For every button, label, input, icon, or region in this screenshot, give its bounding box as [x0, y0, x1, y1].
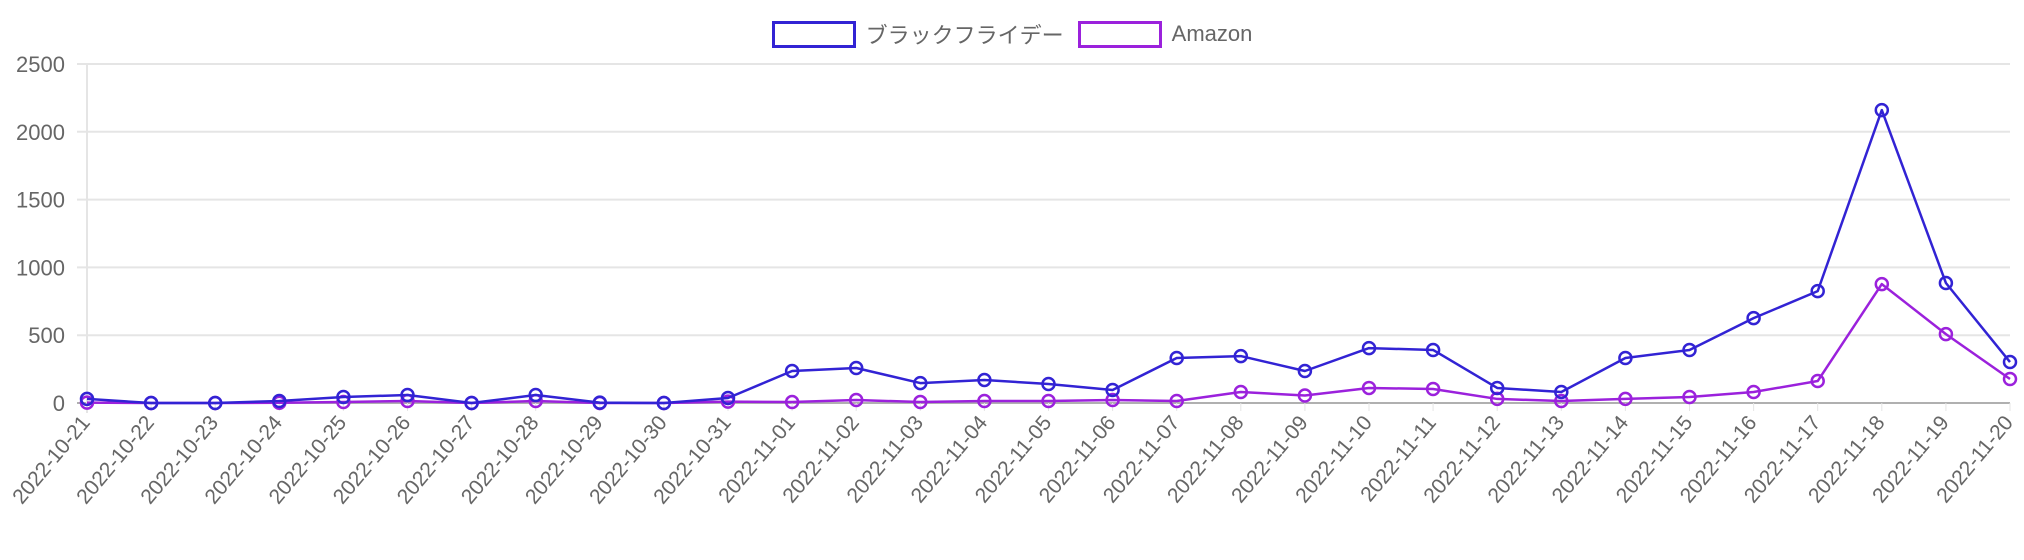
data-point[interactable] [2002, 354, 2018, 370]
legend-item-amazon[interactable]: Amazon [1077, 20, 1253, 48]
legend-swatch-black-friday [771, 20, 856, 48]
data-point[interactable] [207, 395, 223, 411]
y-tick-label: 1000 [16, 255, 65, 280]
data-point[interactable] [2002, 371, 2018, 387]
data-point[interactable] [1618, 350, 1633, 366]
y-tick-label: 2500 [16, 52, 65, 77]
chart-legend: ブラックフライデー Amazon [0, 16, 2024, 52]
data-point[interactable] [977, 393, 992, 409]
data-point[interactable] [272, 393, 287, 409]
data-point[interactable] [1361, 380, 1377, 396]
data-point[interactable] [1041, 376, 1056, 392]
grid-lines [77, 63, 2010, 413]
data-point[interactable] [913, 375, 928, 391]
data-point[interactable] [400, 387, 415, 403]
data-point[interactable] [1361, 340, 1377, 356]
data-point[interactable] [336, 389, 351, 405]
data-point[interactable] [79, 391, 95, 407]
data-point[interactable] [1938, 275, 1954, 291]
data-point[interactable] [1425, 342, 1441, 358]
data-point[interactable] [1682, 342, 1697, 358]
data-point[interactable] [528, 387, 543, 403]
data-point[interactable] [1297, 388, 1313, 403]
data-point[interactable] [1554, 384, 1569, 400]
data-point[interactable] [1938, 326, 1954, 342]
data-series [79, 102, 2018, 411]
data-point[interactable] [848, 360, 864, 376]
data-point[interactable] [656, 395, 672, 411]
data-point[interactable] [720, 390, 736, 406]
data-point[interactable] [1746, 384, 1761, 400]
y-tick-label: 500 [28, 323, 65, 348]
data-point[interactable] [1489, 380, 1505, 396]
y-tick-label: 0 [53, 391, 65, 416]
data-point[interactable] [1618, 391, 1633, 407]
y-tick-label: 2000 [16, 120, 65, 145]
legend-label-amazon: Amazon [1171, 21, 1253, 46]
data-point[interactable] [1169, 350, 1184, 366]
data-point[interactable] [784, 363, 800, 379]
series-line [86, 108, 2011, 405]
legend-label-black-friday: ブラックフライデー [865, 23, 1064, 48]
data-point[interactable] [1233, 348, 1249, 364]
data-point[interactable] [848, 392, 864, 408]
data-point[interactable] [1297, 363, 1313, 379]
series-black-friday [79, 102, 2018, 411]
data-point[interactable] [1874, 276, 1890, 292]
data-point[interactable] [913, 394, 928, 410]
y-axis-ticks: 0 500 1000 1500 2000 2500 [16, 52, 65, 416]
data-point[interactable] [977, 372, 992, 388]
data-point[interactable] [1169, 393, 1184, 409]
legend-swatch-amazon [1077, 20, 1162, 48]
data-point[interactable] [1425, 381, 1441, 397]
x-axis-ticks: 2022-10-212022-10-222022-10-232022-10-24… [8, 403, 2018, 509]
data-point[interactable] [1874, 102, 1890, 118]
data-point[interactable] [1810, 373, 1825, 389]
data-point[interactable] [1554, 393, 1569, 409]
y-tick-label: 1500 [16, 188, 65, 213]
data-point[interactable] [1682, 389, 1697, 405]
data-point[interactable] [1233, 384, 1249, 400]
data-point[interactable] [1041, 393, 1056, 409]
data-point[interactable] [1105, 382, 1120, 398]
data-point[interactable] [1810, 283, 1825, 299]
data-point[interactable] [143, 395, 159, 411]
data-point[interactable] [784, 394, 800, 410]
data-point[interactable] [1746, 310, 1761, 326]
data-point[interactable] [464, 395, 479, 411]
data-point[interactable] [1105, 392, 1120, 408]
legend-item-black-friday[interactable]: ブラックフライデー [771, 18, 1064, 50]
data-point[interactable] [592, 395, 608, 410]
